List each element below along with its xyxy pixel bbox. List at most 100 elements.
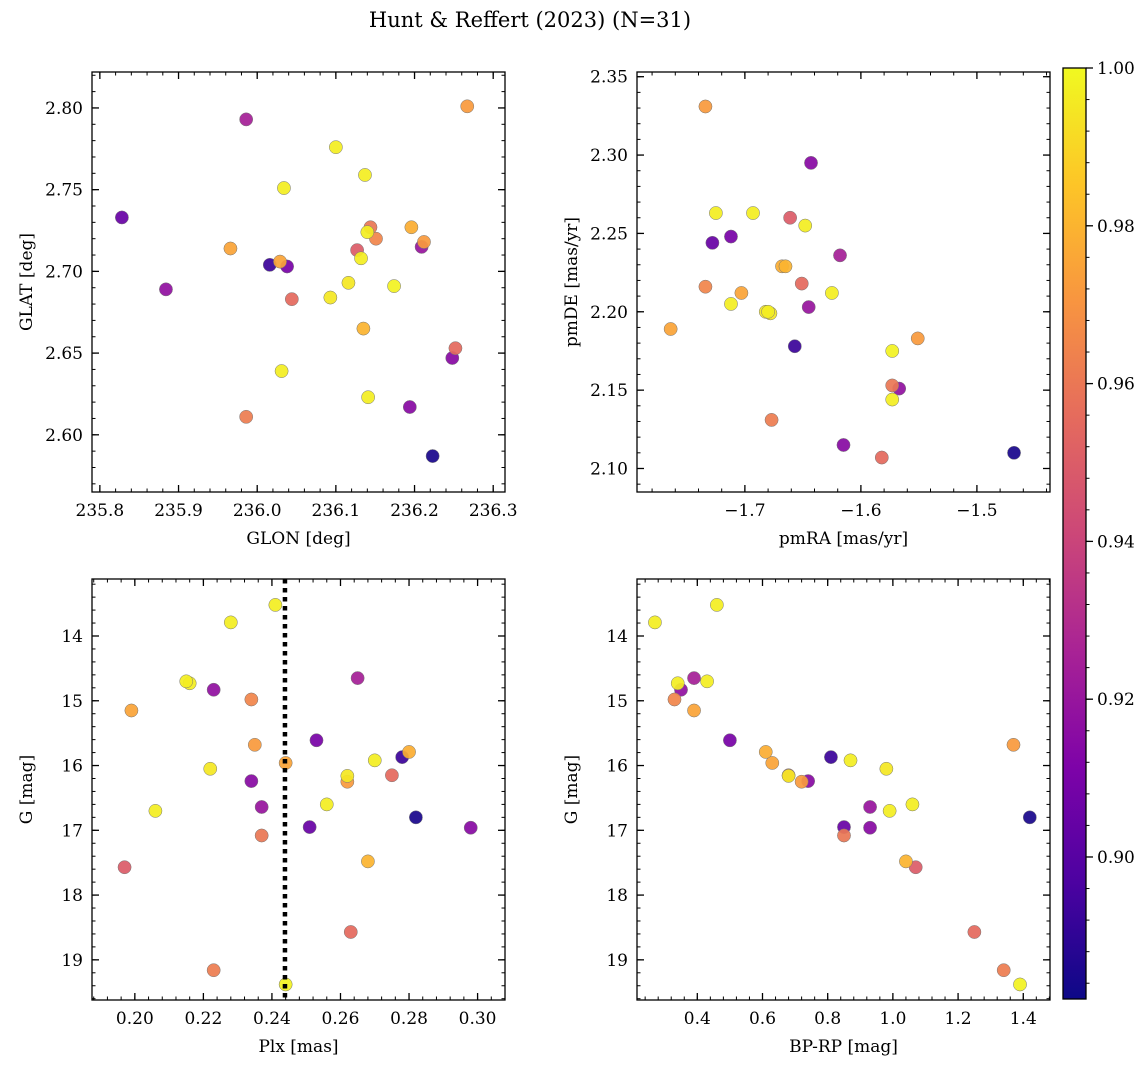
x-tick-label: 0.30 [459,1009,497,1029]
data-point [302,820,317,834]
panel-proper-motion: −1.7 −1.6 −1.5 2.10 2.15 2.20 2.25 2.30 2.35 pmRA… [562,68,1051,549]
data-point [885,378,900,393]
data-point [387,279,401,293]
colorbar-tick-label: 1.00 [1097,59,1135,79]
data-point [761,304,775,319]
y-tick-label: 17 [606,821,628,841]
data-point [910,331,925,346]
data-point [801,300,816,314]
data-point [206,963,221,978]
x-tick-label: −1.6 [840,501,881,521]
data-point [385,768,399,783]
data-point [724,297,738,311]
y-tick-label: 19 [61,951,83,971]
data-point [1006,737,1021,752]
y-tick-label: 18 [606,886,628,906]
plot-frame [91,71,506,493]
data-point [723,733,737,748]
data-point [239,409,254,424]
data-point [206,682,221,697]
data-point [687,671,701,685]
data-point [179,674,194,689]
data-point [843,753,858,768]
data-point [358,168,372,182]
colorbar-tick-label: 0.92 [1097,690,1135,710]
data-point [247,737,262,752]
data-point [764,413,779,427]
data-point [402,400,417,414]
x-tick-label: 0.20 [116,1009,154,1029]
data-point [404,220,419,235]
y-axis-label: G [mag] [562,755,582,824]
data-point [879,761,894,776]
x-axis-label: GLON [deg] [246,529,350,549]
x-tick-label: −1.7 [724,501,765,521]
data-point [882,804,897,818]
y-tick-label: 14 [61,627,83,647]
panel-sky: 235.8 235.9 236.0 236.1 236.2 236.3 2.60 2.65 2.… [17,71,518,549]
x-tick-label: 235.8 [76,501,125,521]
x-axis-label: BP-RP [mag] [789,1037,898,1057]
y-tick-label: 18 [61,886,83,906]
data-point [833,248,847,263]
data-point [115,210,129,225]
data-point [724,229,738,244]
data-point [734,286,749,300]
data-point [323,290,338,305]
data-point [329,140,343,155]
data-point [223,241,238,256]
colorbar-tick-label: 0.96 [1097,375,1135,395]
data-point [402,745,416,759]
y-tick-label: 15 [606,692,628,712]
x-tick-label: 236.3 [469,501,518,521]
data-point [787,339,802,354]
panel-parallax-mag: 0.20 0.22 0.24 0.26 0.28 0.30 14 15 16 17 18 19 Plx … [17,578,506,1057]
data-point [885,392,900,407]
colorbar: 0.90 0.92 0.94 0.96 0.98 1.00 [1062,59,1135,1000]
y-tick-label: 15 [61,692,83,712]
data-point [967,925,982,939]
data-point [417,235,431,249]
data-point [223,615,238,630]
plot-frame [91,578,506,1001]
data-point [268,598,283,612]
data-point [648,615,662,630]
y-tick-label: 14 [606,627,628,647]
data-point [284,292,299,307]
x-tick-label: 1.0 [879,1009,906,1029]
data-point [794,774,809,789]
x-axis-label: pmRA [mas/yr] [779,529,908,549]
data-point [698,99,713,114]
data-point [448,341,463,356]
x-tick-label: 236.0 [233,501,282,521]
data-point [350,671,365,685]
data-point [836,438,851,452]
y-tick-label: 2.80 [45,99,83,119]
y-tick-label: 19 [606,951,628,971]
y-axis-label: GLAT [deg] [17,233,37,331]
data-point [778,259,793,274]
data-point [705,235,720,250]
data-point [700,674,714,689]
data-point [159,282,173,297]
x-tick-label: 236.2 [390,501,439,521]
data-point [905,797,920,812]
data-point [798,218,813,233]
data-point [148,804,163,818]
x-tick-label: 235.9 [154,501,203,521]
x-tick-label: 0.24 [253,1009,291,1029]
data-point [885,344,900,358]
figure-title: Hunt & Reffert (2023) (N=31) [369,8,691,32]
colorbar-tick-label: 0.98 [1097,217,1135,237]
y-axis-label: pmDE [mas/yr] [562,217,582,347]
y-tick-label: 17 [61,821,83,841]
data-point [273,254,287,269]
data-point [254,800,269,814]
data-point [765,756,780,770]
data-point [783,210,797,225]
colorbar-tick-label: 0.90 [1097,848,1135,868]
data-point [863,820,877,835]
data-point [203,761,218,776]
y-tick-label: 2.75 [45,181,83,201]
